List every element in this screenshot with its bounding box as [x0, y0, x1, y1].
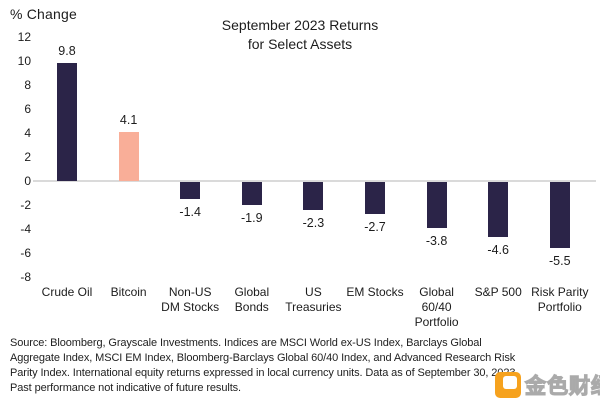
bar-value-label: -1.4: [179, 204, 201, 219]
bar: [303, 182, 324, 210]
category-label: EM Stocks: [346, 285, 404, 299]
chart-title: September 2023 Returns for Select Assets: [221, 17, 379, 52]
y-tick-label: 8: [24, 78, 31, 92]
footnote-line: Aggregate Index, MSCI EM Index, Bloomber…: [10, 352, 516, 364]
bar: [426, 182, 447, 228]
y-tick-label: -8: [20, 270, 31, 284]
bar-value-label: -3.8: [425, 233, 448, 248]
footnote-line: Parity Index. International equity retur…: [10, 367, 519, 379]
category-label: Global Bonds: [234, 285, 270, 314]
source-footnote: Source: Bloomberg, Grayscale Investments…: [10, 336, 598, 396]
y-tick-label: 2: [24, 150, 31, 164]
category-label: Crude Oil: [41, 285, 93, 299]
y-tick-label: 4: [24, 126, 31, 140]
chart-area: 12 10 8 6 4 2 0 -2 -4 -6 -8 9.8 Crude Oil 4.1 Bitcoin -…: [17, 30, 596, 329]
bar: [549, 182, 570, 248]
bar: [57, 63, 77, 181]
bar-value-label: -5.5: [549, 254, 571, 268]
y-tick-label: -6: [20, 246, 31, 260]
footnote-line: Past performance not indicative of futur…: [10, 382, 242, 394]
category-label: Bitcoin: [110, 285, 147, 299]
y-tick-label: -4: [20, 222, 31, 236]
y-tick-label: 6: [24, 102, 31, 116]
bar: [180, 182, 201, 199]
bar: [241, 182, 262, 205]
logo-notch: [503, 376, 517, 389]
bar: [365, 182, 385, 215]
y-tick-label: 10: [17, 54, 31, 68]
y-tick-label: 0: [24, 174, 31, 188]
y-tick-label: 12: [17, 30, 31, 44]
category-label: US Treasuries: [285, 285, 342, 314]
bar-value-label: -2.7: [364, 220, 386, 235]
category-label: S&P 500: [474, 285, 522, 299]
category-label: Risk Parity Portfolio: [531, 285, 589, 314]
watermark-text: 金色财经: [524, 374, 600, 398]
bar-value-label: -1.9: [241, 210, 263, 225]
bar-value-label: -2.3: [302, 215, 325, 230]
y-axis-title: % Change: [10, 6, 77, 22]
category-label: Global 60/40 Portfolio: [414, 285, 459, 329]
bar-value-label: 4.1: [119, 112, 138, 127]
y-tick-label: -2: [20, 198, 31, 212]
bar: [488, 182, 509, 238]
category-label: Non-US DM Stocks: [161, 285, 220, 314]
bar: [118, 131, 139, 181]
footnote-line: Source: Bloomberg, Grayscale Investments…: [10, 337, 482, 349]
bar-value-label: -4.6: [487, 243, 509, 258]
jinse-finance-logo-icon: [495, 372, 521, 398]
bar-value-label: 9.8: [58, 44, 76, 59]
watermark: 金色财经: [495, 370, 600, 400]
zero-baseline: [33, 180, 596, 182]
